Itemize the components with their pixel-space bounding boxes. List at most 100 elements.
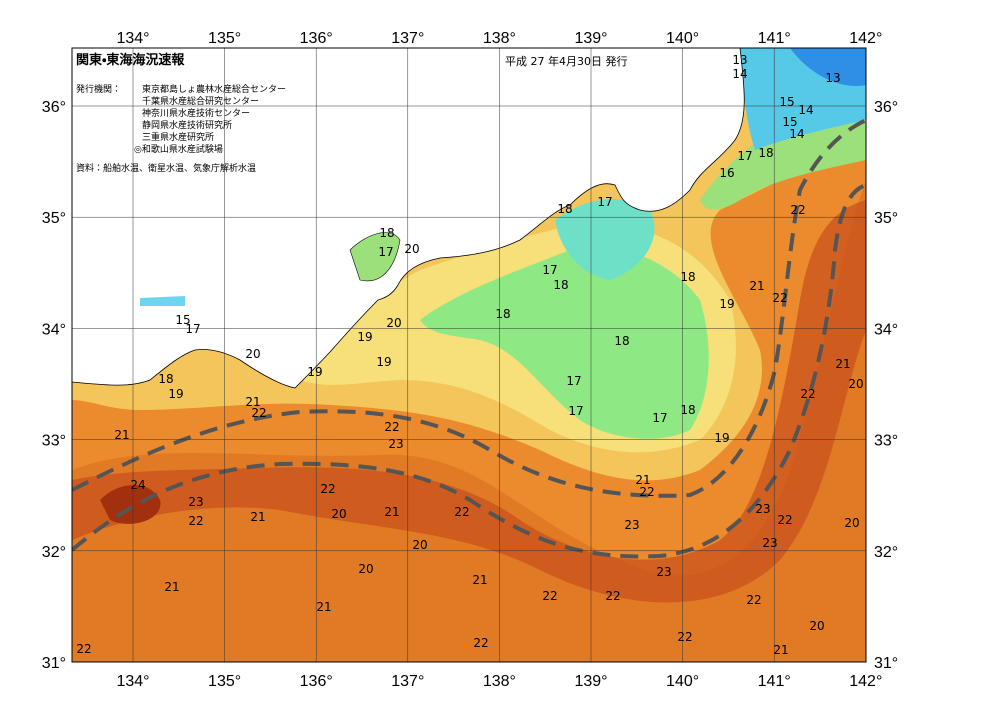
contour-label: 20 — [386, 316, 401, 330]
contour-label: 22 — [473, 636, 488, 650]
contour-label: 19 — [168, 387, 183, 401]
contour-label: 20 — [848, 377, 863, 391]
issuer: 神奈川県水産技術センター — [142, 107, 250, 119]
contour-label: 14 — [732, 67, 747, 81]
contour-label: 17 — [568, 404, 583, 418]
contour-label: 20 — [404, 242, 419, 256]
lat-label: 34° — [42, 321, 66, 338]
lat-label: 33° — [874, 433, 898, 450]
lon-label: 142° — [849, 673, 882, 690]
contour-label: 23 — [762, 536, 777, 550]
issuer: 東京都島しょ農林水産総合センター — [142, 83, 286, 95]
warm-band — [72, 180, 866, 662]
contour-label: 23 — [755, 502, 770, 516]
contour-label: 22 — [251, 406, 266, 420]
issuers-label: 発行機関： — [76, 83, 121, 95]
contour-label: 17 — [378, 245, 393, 259]
contour-label: 22 — [188, 514, 203, 528]
contour-label: 18 — [680, 270, 695, 284]
contour-label: 18 — [680, 403, 695, 417]
kuroshio-core — [72, 200, 866, 603]
contour-label: 23 — [656, 565, 671, 579]
contour-label: 17 — [597, 195, 612, 209]
contour-label: 19 — [307, 365, 322, 379]
data-source: 資料：船舶水温、衛星水温、気象庁解析水温 — [76, 162, 256, 174]
contour-label: 22 — [677, 630, 692, 644]
contour-label: 21 — [250, 510, 265, 524]
lat-label: 33° — [42, 433, 66, 450]
lat-label: 36° — [42, 99, 66, 116]
contour-label: 21 — [384, 505, 399, 519]
contour-label: 21 — [316, 600, 331, 614]
contour-label: 21 — [635, 473, 650, 487]
contour-label: 22 — [76, 642, 91, 656]
lon-label: 136° — [300, 30, 333, 47]
contour-label: 15 — [779, 95, 794, 109]
issue-date: 平成 27 年4月30日 発行 — [505, 54, 627, 68]
issuer: 静岡県水産技術研究所 — [142, 119, 232, 131]
contour-label: 22 — [639, 485, 654, 499]
contour-label: 21 — [114, 428, 129, 442]
land — [72, 48, 745, 389]
lon-label: 139° — [574, 30, 607, 47]
issuer: 千葉県水産総合研究センター — [142, 95, 259, 107]
inland-sea — [140, 296, 185, 306]
contour-label: 20 — [412, 538, 427, 552]
lon-label: 138° — [483, 30, 516, 47]
contour-label: 21 — [749, 279, 764, 293]
contour-label: 22 — [790, 203, 805, 217]
issuer: 三重県水産研究所 — [142, 131, 214, 143]
map-frame — [71, 47, 867, 663]
contour-label: 23 — [388, 437, 403, 451]
lat-label: 32° — [874, 544, 898, 561]
contour-label: 19 — [719, 297, 734, 311]
lat-label: 31° — [42, 655, 66, 672]
lon-label: 138° — [483, 673, 516, 690]
contour-label: 18 — [553, 278, 568, 292]
lon-label: 136° — [300, 673, 333, 690]
issuer: ◎和歌山県水産試験場 — [134, 143, 223, 155]
contour-label: 20 — [331, 507, 346, 521]
cool-green — [420, 247, 709, 439]
cool-green-east — [700, 120, 866, 210]
lon-label: 134° — [116, 673, 149, 690]
contour-label: 16 — [719, 166, 734, 180]
contour-label: 14 — [789, 127, 804, 141]
contour-label: 17 — [542, 263, 557, 277]
contour-label: 17 — [566, 374, 581, 388]
contour-label: 14 — [798, 103, 813, 117]
contour-label: 22 — [800, 387, 815, 401]
contour-label: 19 — [714, 431, 729, 445]
lon-label: 134° — [116, 30, 149, 47]
contour-label: 20 — [245, 347, 260, 361]
lon-label: 137° — [391, 673, 424, 690]
lon-label: 137° — [391, 30, 424, 47]
lon-label: 139° — [574, 673, 607, 690]
contour-label: 15 — [175, 313, 190, 327]
lon-label: 141° — [758, 673, 791, 690]
contour-label: 13 — [732, 53, 747, 67]
contour-label: 21 — [773, 643, 788, 657]
lat-label: 34° — [874, 321, 898, 338]
contour-label: 18 — [379, 226, 394, 240]
lon-label: 142° — [849, 30, 882, 47]
axis-labels: 134° 134° 135° 135° 136° 136° 137° 137° 138° 138°… — [42, 30, 898, 690]
contour-label: 20 — [844, 516, 859, 530]
contour-label: 18 — [614, 334, 629, 348]
contour-label: 22 — [320, 482, 335, 496]
lat-label: 35° — [42, 210, 66, 227]
contour-label: 18 — [495, 307, 510, 321]
lon-label: 140° — [666, 30, 699, 47]
contour-label: 15 — [782, 115, 797, 129]
contour-label: 19 — [376, 355, 391, 369]
lat-label: 35° — [874, 210, 898, 227]
contour-label: 18 — [758, 146, 773, 160]
contour-label: 22 — [542, 589, 557, 603]
contour-label: 22 — [746, 593, 761, 607]
contour-label: 22 — [777, 513, 792, 527]
contour-label: 23 — [624, 518, 639, 532]
contour-label: 20 — [358, 562, 373, 576]
cool-cyan — [555, 199, 655, 280]
